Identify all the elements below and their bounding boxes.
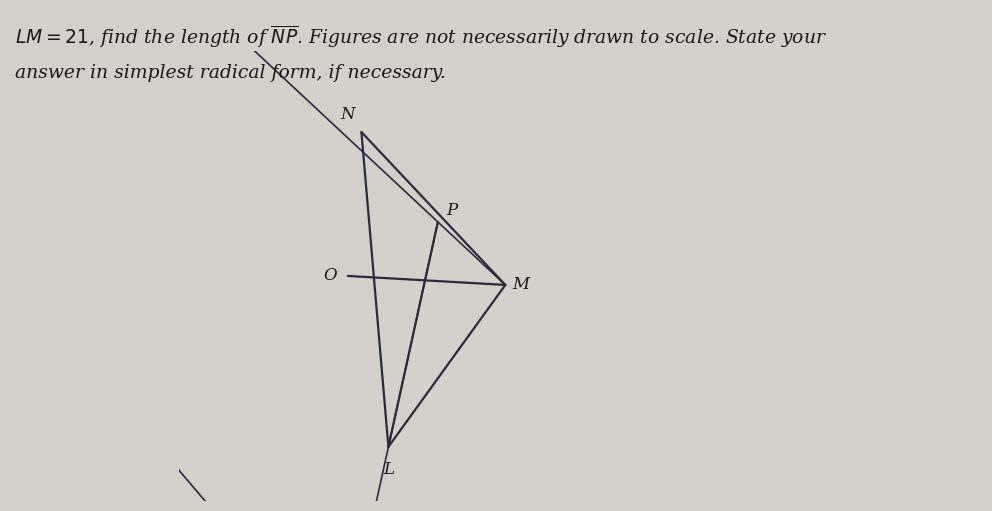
Text: N: N xyxy=(340,106,355,123)
Text: $LM = 21$, find the length of $\overline{NP}$. Figures are not necessarily drawn: $LM = 21$, find the length of $\overline… xyxy=(15,23,827,50)
Text: answer in simplest radical form, if necessary.: answer in simplest radical form, if nece… xyxy=(15,64,445,82)
Text: P: P xyxy=(445,202,457,219)
Text: L: L xyxy=(383,461,394,478)
Text: O: O xyxy=(323,267,336,285)
Text: M: M xyxy=(513,276,530,293)
